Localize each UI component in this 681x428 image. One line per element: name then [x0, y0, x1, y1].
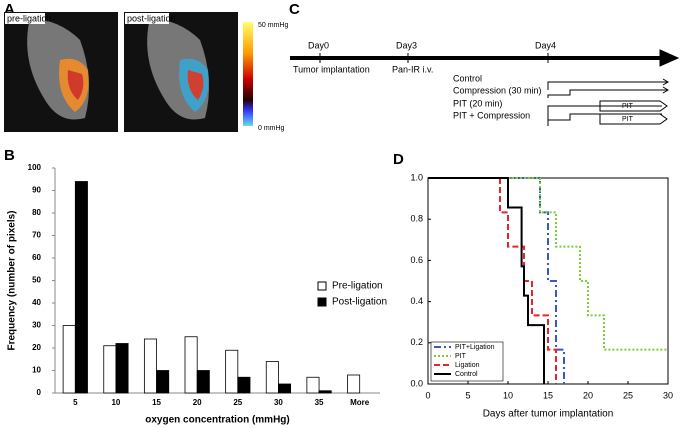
bar — [143, 338, 157, 394]
bar — [237, 376, 251, 394]
bar — [103, 345, 117, 394]
y-tick-label: 90 — [32, 186, 41, 195]
y-tick-label: 0.8 — [410, 214, 423, 224]
y-tick-label: 30 — [32, 321, 41, 330]
y-tick-label: 60 — [32, 253, 41, 262]
legend-label: Ligation — [455, 362, 480, 369]
legend-label: PIT+Ligation — [455, 344, 495, 351]
y-tick-label: 0.6 — [410, 255, 423, 265]
image-label: post-ligation — [127, 13, 176, 23]
bar — [74, 181, 88, 394]
pit-label: PIT — [622, 116, 634, 123]
y-tick-label: 10 — [32, 366, 41, 375]
bar — [225, 349, 239, 394]
legend-swatch — [317, 281, 327, 291]
bar — [62, 325, 76, 394]
legend-label: Post-ligation — [332, 297, 387, 308]
mri-image — [124, 12, 238, 132]
x-tick-label: 0 — [425, 390, 430, 400]
x-tick-label: 20 — [583, 390, 593, 400]
x-tick-label: 10 — [503, 390, 513, 400]
image-label: pre-ligation — [7, 13, 52, 23]
day-label: Day4 — [535, 40, 556, 50]
x-axis-label: oxygen concentration (mmHg) — [145, 415, 289, 426]
panel-letter: D — [393, 151, 404, 168]
colorbar-label: 50 mmHg — [258, 22, 288, 29]
bar — [278, 383, 292, 394]
timeline — [290, 49, 680, 126]
bar — [156, 370, 170, 394]
panel-letter: C — [289, 1, 300, 18]
legend-label: PIT — [455, 353, 467, 360]
x-tick-label: 25 — [623, 390, 633, 400]
y-tick-label: 0.2 — [410, 337, 423, 347]
x-tick-label: 35 — [315, 398, 324, 407]
x-tick-label: 5 — [73, 398, 78, 407]
x-tick-label: 5 — [465, 390, 470, 400]
y-tick-label: 0.4 — [410, 296, 423, 306]
bar — [347, 374, 361, 394]
group-label: PIT + Compression — [453, 110, 530, 120]
legend-label: Pre-ligation — [332, 281, 383, 292]
x-tick-label: 10 — [111, 398, 120, 407]
y-tick-label: 0.0 — [410, 378, 423, 388]
group-label: Control — [453, 73, 482, 83]
bar — [115, 343, 129, 394]
bar — [265, 361, 279, 394]
y-axis-label: Frequency (number of pixels) — [7, 210, 18, 350]
y-tick-label: 40 — [32, 298, 41, 307]
x-tick-label: 20 — [193, 398, 202, 407]
event-label: Tumor implantation — [293, 64, 370, 74]
survival-line — [428, 177, 545, 384]
bar — [318, 390, 332, 394]
mri-image — [4, 12, 118, 132]
group-label: Compression (30 min) — [453, 85, 542, 95]
y-tick-label: 0 — [37, 388, 42, 397]
y-tick-label: 70 — [32, 231, 41, 240]
day-label: Day0 — [308, 40, 329, 50]
y-tick-label: 1.0 — [410, 172, 423, 182]
x-tick-label: 30 — [274, 398, 283, 407]
y-tick-label: 80 — [32, 208, 41, 217]
survival-line — [428, 177, 668, 351]
legend-label: Control — [455, 371, 478, 378]
group-label: PIT (20 min) — [453, 98, 502, 108]
x-tick-label: 15 — [543, 390, 553, 400]
x-tick-label: More — [350, 398, 370, 407]
panel-letter: B — [4, 147, 15, 164]
day-label: Day3 — [396, 40, 417, 50]
x-tick-label: 25 — [233, 398, 242, 407]
event-label: Pan-IR i.v. — [392, 64, 433, 74]
x-axis-label: Days after tumor implantation — [483, 409, 614, 420]
colorbar-label: 0 mmHg — [258, 125, 285, 132]
bar — [196, 370, 210, 394]
panel-letter: A — [4, 1, 15, 18]
y-tick-label: 20 — [32, 343, 41, 352]
x-tick-label: 30 — [663, 390, 673, 400]
colorbar — [243, 22, 253, 126]
bar — [184, 336, 198, 394]
x-tick-label: 15 — [152, 398, 161, 407]
pit-label: PIT — [622, 103, 634, 110]
bar — [306, 376, 320, 394]
y-tick-label: 100 — [28, 163, 42, 172]
y-tick-label: 50 — [32, 276, 41, 285]
legend-swatch — [317, 297, 327, 307]
survival-line — [428, 177, 565, 384]
